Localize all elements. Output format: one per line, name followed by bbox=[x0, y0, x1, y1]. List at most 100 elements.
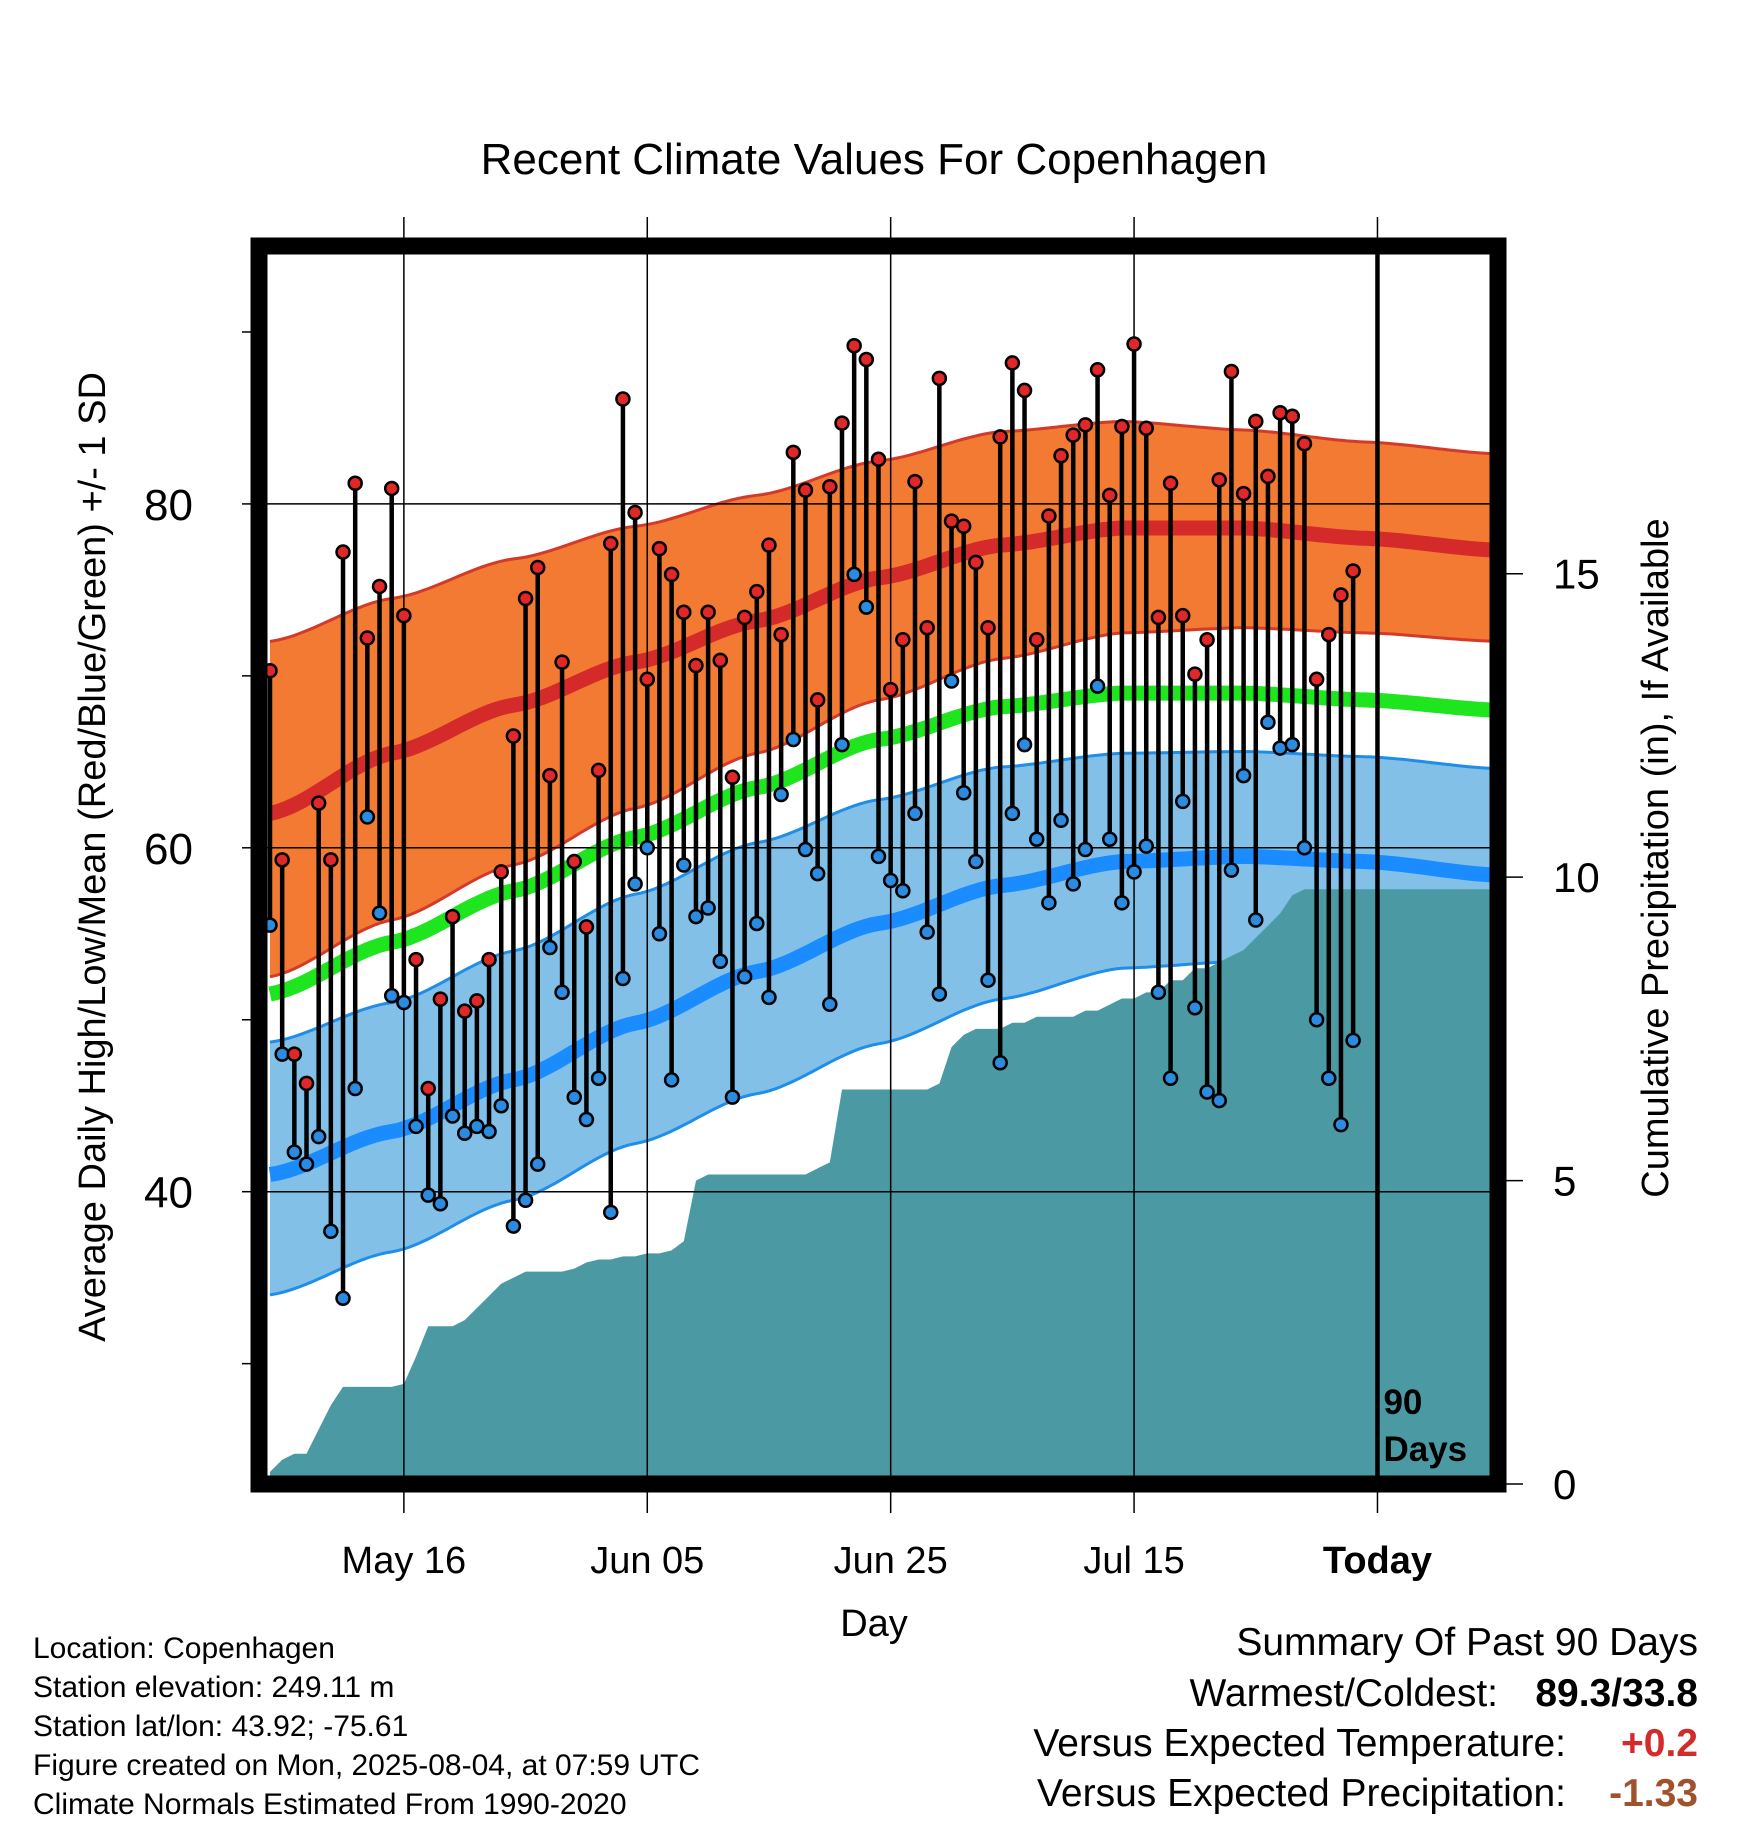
daily-high-point bbox=[1077, 417, 1094, 433]
daily-high-point bbox=[1199, 632, 1215, 648]
daily-low-point bbox=[1296, 840, 1313, 856]
daily-low-point bbox=[895, 883, 911, 899]
daily-high-point bbox=[980, 619, 996, 636]
x-tick-label: Jul 15 bbox=[1083, 1540, 1184, 1582]
daily-high-point bbox=[785, 444, 802, 461]
daily-low-point bbox=[846, 566, 862, 583]
daily-high-point bbox=[1284, 408, 1301, 424]
y2-tick-label: 0 bbox=[1553, 1461, 1576, 1508]
daily-low-point bbox=[542, 939, 558, 956]
daily-low-point bbox=[456, 1125, 473, 1141]
low-sd-band-upper-edge bbox=[269, 749, 1500, 1044]
daily-low-point bbox=[603, 1204, 619, 1221]
chart-title: Recent Climate Values For Copenhagen bbox=[481, 135, 1268, 184]
daily-low-point bbox=[286, 1144, 303, 1160]
x-axis-label: Day bbox=[840, 1603, 908, 1645]
daily-high-point bbox=[1321, 626, 1337, 643]
daily-low-point bbox=[1162, 1070, 1179, 1086]
daily-low-point bbox=[347, 1080, 363, 1097]
daily-low-point bbox=[761, 989, 777, 1006]
plot-area: 90 Days 40 60 80 0 5 10 15 May 16 Jun 05 Jun 25 Jul … bbox=[144, 217, 1600, 1582]
daily-high-point bbox=[1053, 448, 1069, 464]
daily-high-point bbox=[1041, 508, 1057, 524]
precipitation-area bbox=[270, 889, 1500, 1484]
daily-low-point bbox=[870, 848, 887, 865]
daily-high-point bbox=[1308, 671, 1325, 688]
warmest-coldest-value: 89.3/33.8 bbox=[1535, 1672, 1698, 1715]
daily-low-point bbox=[992, 1054, 1008, 1071]
daily-low-point bbox=[615, 970, 631, 987]
daily-high-point bbox=[1065, 427, 1081, 443]
daily-high-point bbox=[968, 554, 984, 571]
daily-high-point bbox=[323, 852, 339, 868]
daily-low-point bbox=[481, 1123, 497, 1140]
daily-high-point bbox=[724, 769, 741, 786]
daily-low-point bbox=[1114, 895, 1130, 911]
daily-high-point bbox=[590, 762, 607, 779]
daily-low-point bbox=[1260, 714, 1276, 731]
daily-low-point bbox=[834, 736, 850, 753]
daily-low-point bbox=[420, 1187, 436, 1203]
daily-high-point bbox=[1248, 413, 1264, 430]
daily-high-point bbox=[1028, 632, 1045, 648]
daily-low-point bbox=[529, 1156, 546, 1172]
daily-low-point bbox=[566, 1089, 582, 1105]
daily-low-point bbox=[907, 805, 923, 822]
daily-high-point bbox=[578, 919, 595, 935]
daily-low-point bbox=[980, 972, 996, 988]
daily-high-point bbox=[797, 482, 814, 498]
daily-high-point bbox=[1114, 418, 1130, 435]
daily-low-point bbox=[931, 986, 948, 1002]
daily-high-point bbox=[1333, 587, 1349, 603]
low-sd-band bbox=[270, 751, 1500, 1295]
daily-high-point bbox=[919, 619, 935, 636]
daily-high-point bbox=[1187, 666, 1203, 682]
daily-low-point bbox=[371, 905, 388, 921]
daily-high-point bbox=[895, 632, 911, 648]
daily-low-point bbox=[493, 1097, 509, 1114]
daily-high-point bbox=[1089, 362, 1106, 378]
daily-low-point bbox=[1089, 678, 1106, 694]
daily-high-point bbox=[1296, 435, 1313, 452]
daily-high-point bbox=[955, 518, 972, 535]
daily-high-point bbox=[493, 864, 509, 880]
daily-high-point bbox=[481, 951, 497, 968]
daily-low-point bbox=[749, 915, 765, 932]
daily-low-point bbox=[919, 924, 935, 940]
daily-high-point bbox=[505, 728, 522, 744]
daily-low-point bbox=[1235, 767, 1252, 784]
today-marker-label-line1: 90 bbox=[1383, 1383, 1422, 1422]
daily-low-point bbox=[1175, 793, 1191, 810]
info-latlon: Station lat/lon: 43.92; -75.61 bbox=[33, 1710, 409, 1743]
daily-high-point bbox=[310, 795, 327, 811]
daily-high-point bbox=[396, 607, 412, 624]
y2-tick-label: 10 bbox=[1553, 854, 1600, 901]
daily-high-point bbox=[286, 1046, 303, 1062]
daily-high-point bbox=[1150, 609, 1167, 626]
daily-low-point bbox=[1041, 895, 1057, 911]
daily-high-point bbox=[822, 478, 838, 495]
daily-low-point bbox=[1284, 736, 1301, 753]
daily-low-point bbox=[724, 1089, 741, 1105]
daily-high-point bbox=[639, 671, 656, 688]
daily-low-point bbox=[1101, 831, 1118, 847]
daily-high-point bbox=[359, 630, 376, 646]
daily-low-point bbox=[396, 994, 412, 1011]
daily-high-point bbox=[1004, 355, 1021, 371]
info-created: Figure created on Mon, 2025-08-04, at 07… bbox=[33, 1749, 701, 1782]
daily-low-point bbox=[1333, 1116, 1349, 1133]
daily-high-point bbox=[615, 391, 631, 407]
daily-high-point bbox=[736, 609, 753, 626]
daily-high-point bbox=[335, 544, 351, 560]
daily-high-point bbox=[749, 583, 765, 600]
daily-high-point bbox=[700, 604, 716, 620]
daily-high-point bbox=[456, 1003, 473, 1019]
daily-high-point bbox=[712, 652, 729, 669]
daily-low-point bbox=[444, 1108, 461, 1124]
daily-low-point bbox=[1150, 984, 1167, 1000]
daily-low-point bbox=[639, 840, 656, 856]
daily-low-point bbox=[797, 841, 814, 858]
warmest-coldest-label: Warmest/Coldest: bbox=[1189, 1672, 1498, 1715]
daily-high-point bbox=[1162, 475, 1179, 492]
